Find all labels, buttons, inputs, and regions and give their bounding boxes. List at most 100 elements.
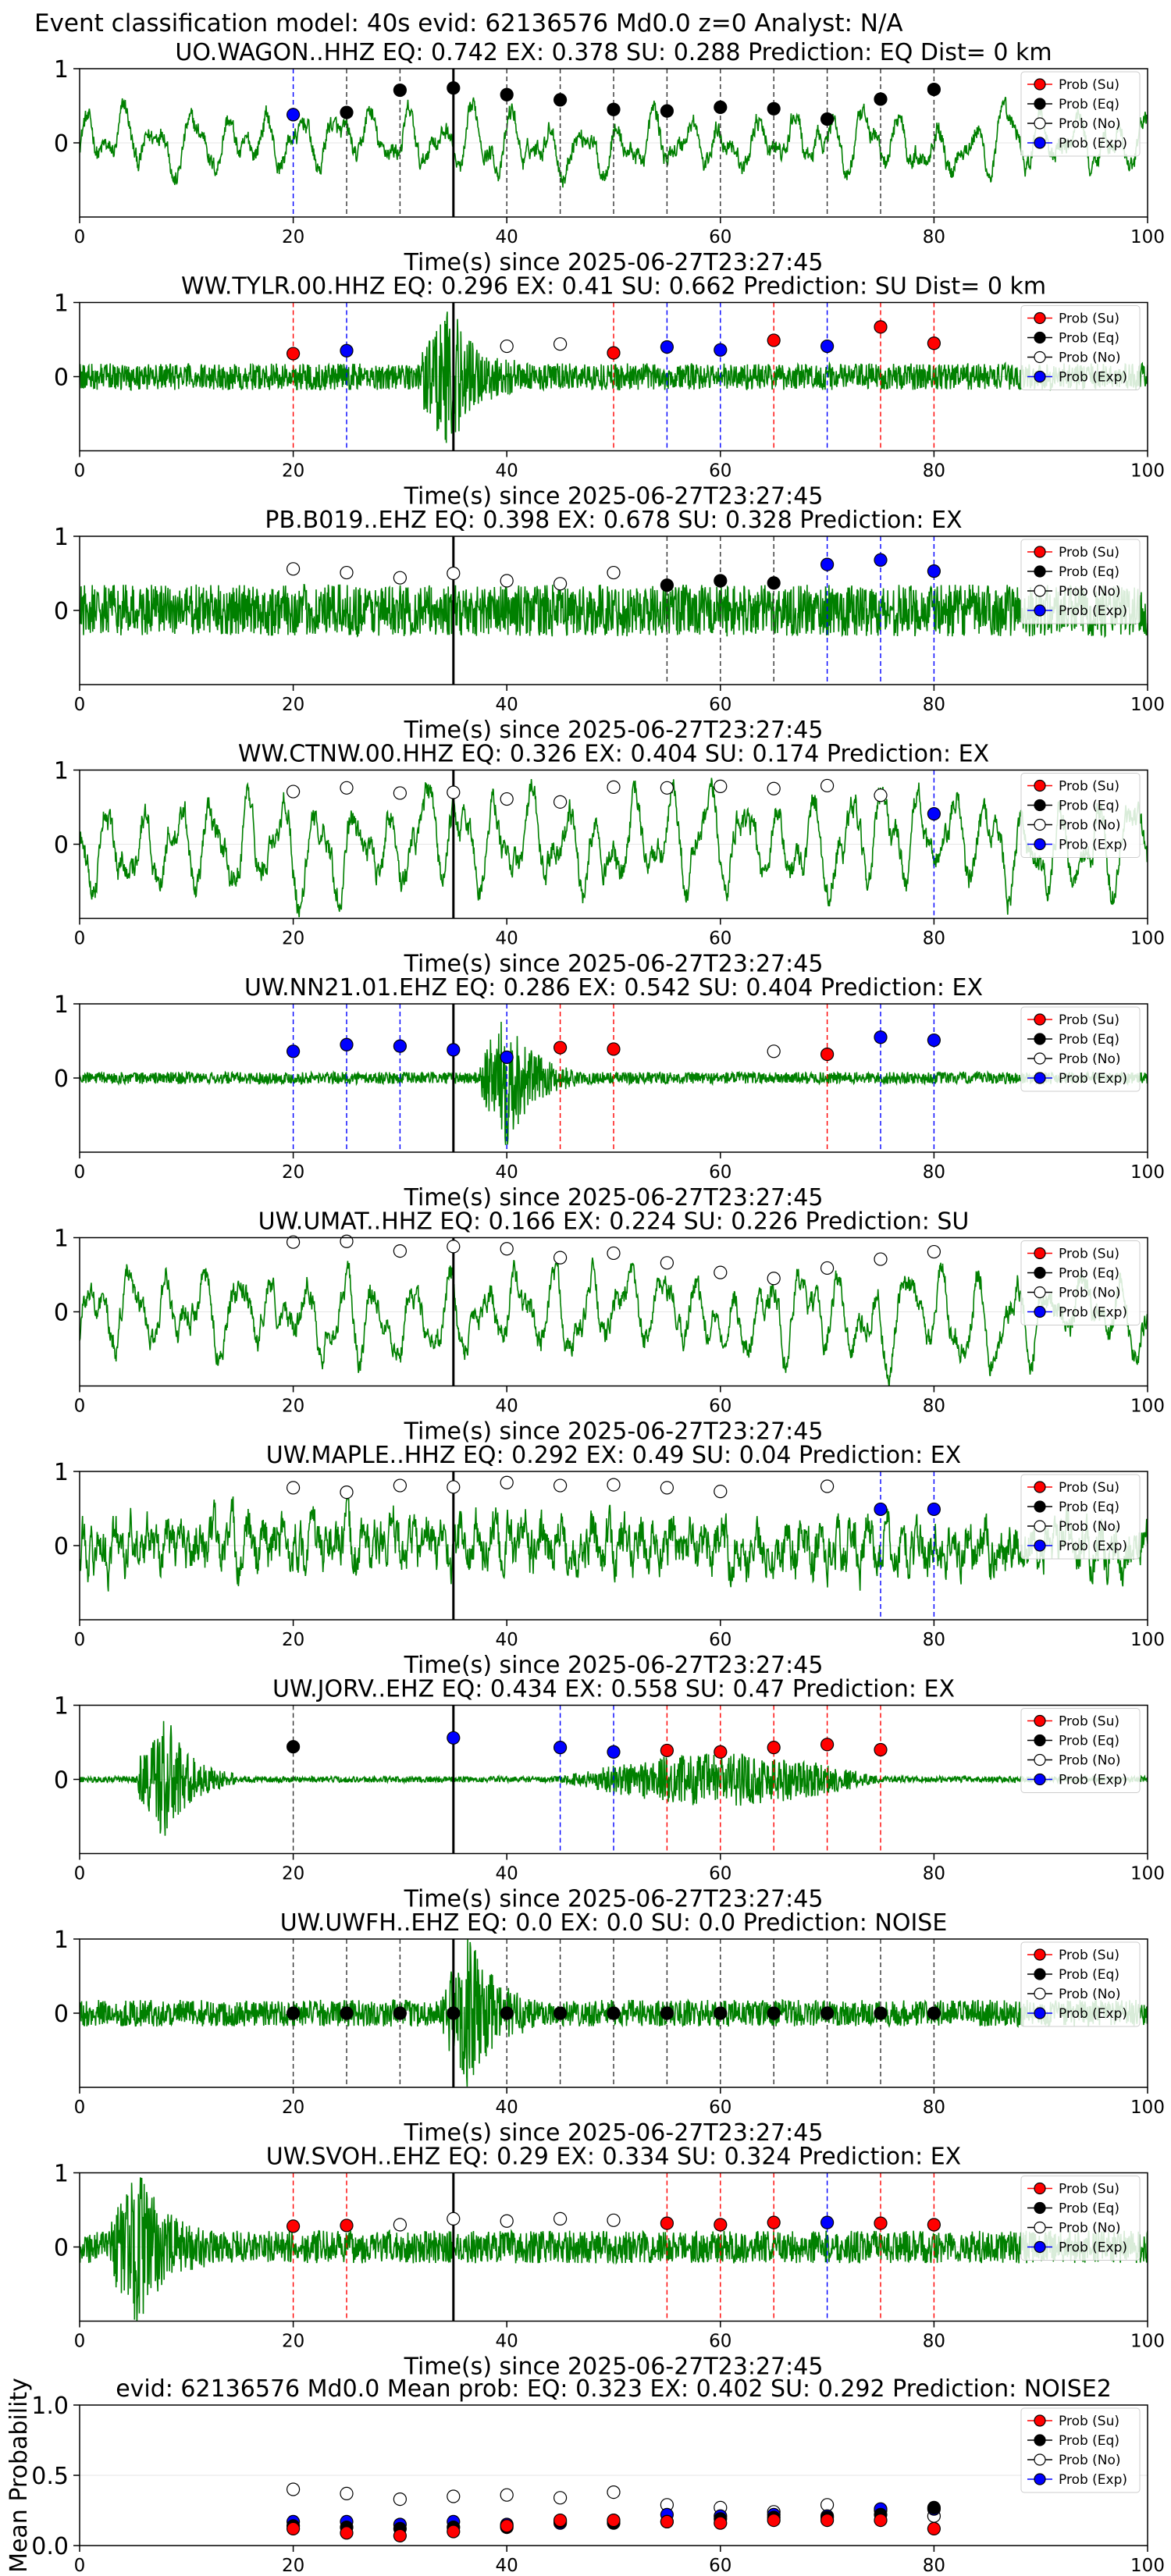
legend-marker — [1034, 311, 1046, 325]
probability-marker — [393, 2218, 408, 2232]
mean-probability-marker — [447, 2489, 461, 2503]
probability-marker — [447, 1480, 461, 1494]
x-tick-label: 80 — [923, 1864, 945, 1884]
legend-marker — [1034, 78, 1046, 91]
mean-probability-marker — [927, 2521, 941, 2535]
waveform-trace — [80, 1257, 1148, 1386]
mean-probability-marker — [447, 2524, 461, 2539]
waveform-panel: UW.UMAT..HHZ EQ: 0.166 EX: 0.224 SU: 0.2… — [54, 1208, 1165, 1446]
panel-title: UW.MAPLE..HHZ EQ: 0.292 EX: 0.49 SU: 0.0… — [266, 1442, 961, 1469]
mean-probability-marker — [660, 2514, 674, 2528]
x-tick-label: 20 — [282, 1630, 304, 1650]
probability-marker — [927, 2006, 941, 2020]
probability-marker — [874, 553, 888, 568]
legend-label: Prob (No) — [1059, 1051, 1121, 1067]
legend-item: Prob (Eq) — [1027, 97, 1119, 112]
probability-marker — [447, 1043, 461, 1057]
x-tick-label: 60 — [709, 2556, 731, 2576]
probability-marker — [820, 339, 835, 354]
legend-marker — [1034, 1286, 1046, 1299]
x-tick-label: 20 — [282, 461, 304, 482]
mean-probability-marker — [500, 2488, 514, 2502]
legend: Prob (Su) Prob (Eq) Prob (No) Prob (Exp) — [1020, 773, 1141, 858]
probability-marker — [874, 1742, 888, 1757]
x-tick-label: 60 — [709, 461, 731, 482]
legend-item: Prob (No) — [1027, 1987, 1121, 2002]
mean-probability-marker — [607, 2514, 621, 2528]
legend-item: Prob (Eq) — [1027, 799, 1119, 814]
x-tick-label: 60 — [709, 1162, 731, 1183]
legend-item: Prob (No) — [1027, 818, 1121, 834]
legend-marker — [1034, 2473, 1046, 2485]
panel-frame — [79, 1003, 1148, 1153]
x-tick-label: 100 — [1130, 461, 1165, 482]
probability-marker — [767, 576, 781, 590]
legend-marker — [1034, 1481, 1046, 1493]
legend-frame — [1020, 1240, 1141, 1325]
legend-frame — [1020, 539, 1141, 624]
x-tick-label: 40 — [496, 227, 518, 247]
legend-marker — [1034, 2007, 1046, 2019]
x-tick-label: 80 — [923, 929, 945, 949]
legend-marker — [1034, 1052, 1046, 1065]
x-tick-label: 0 — [74, 1397, 86, 1417]
x-tick-label: 60 — [709, 1630, 731, 1650]
legend-label: Prob (No) — [1059, 584, 1121, 600]
legend-label: Prob (Exp) — [1059, 136, 1127, 151]
x-tick-label: 60 — [709, 929, 731, 949]
probability-marker — [500, 339, 514, 354]
x-tick-label: 0 — [74, 461, 86, 482]
probability-marker — [874, 92, 888, 106]
legend-marker — [1034, 1773, 1046, 1786]
legend-label: Prob (Eq) — [1059, 1266, 1119, 1282]
legend-label: Prob (Su) — [1059, 2182, 1119, 2197]
probability-marker — [607, 1246, 621, 1261]
legend-label: Prob (No) — [1059, 2453, 1121, 2468]
y-tick-label: 0 — [54, 598, 69, 625]
probability-marker — [874, 1030, 888, 1044]
probability-marker — [287, 2006, 301, 2020]
x-tick-label: 80 — [923, 2556, 945, 2576]
x-axis-label: Time(s) since 2025-06-27T23:27:45 — [404, 717, 824, 744]
x-tick-label: 40 — [496, 2097, 518, 2118]
x-tick-label: 20 — [282, 2556, 304, 2576]
x-tick-label: 20 — [282, 695, 304, 715]
panel-title: PB.B019..EHZ EQ: 0.398 EX: 0.678 SU: 0.3… — [265, 507, 962, 534]
mean-probability-marker — [553, 2514, 568, 2528]
probability-marker — [714, 2006, 728, 2020]
waveform-panel: UW.NN21.01.EHZ EQ: 0.286 EX: 0.542 SU: 0… — [54, 974, 1165, 1212]
x-tick-label: 0 — [74, 2097, 86, 2118]
probability-marker — [447, 2211, 461, 2226]
legend-label: Prob (Eq) — [1059, 1734, 1119, 1749]
probability-marker — [447, 1731, 461, 1745]
y-tick-label: 1 — [54, 56, 69, 84]
y-tick-label: 0.0 — [31, 2533, 69, 2560]
legend-label: Prob (Su) — [1059, 2414, 1119, 2429]
probability-marker — [607, 780, 621, 794]
legend-label: Prob (Su) — [1059, 1714, 1119, 1730]
probability-marker — [660, 1256, 674, 1270]
waveform-panel: UO.WAGON..HHZ EQ: 0.742 EX: 0.378 SU: 0.… — [54, 39, 1165, 276]
panel-frame — [79, 2404, 1148, 2546]
probability-marker — [660, 340, 674, 354]
probability-marker — [820, 557, 835, 571]
probability-marker — [660, 1481, 674, 1495]
mean-probability-marker — [714, 2516, 728, 2530]
probability-marker — [714, 343, 728, 357]
legend-marker — [1034, 1266, 1046, 1279]
legend-marker — [1034, 370, 1046, 383]
mean-probability-marker — [820, 2514, 835, 2528]
x-tick-label: 100 — [1130, 2332, 1165, 2352]
probability-marker — [874, 788, 888, 802]
legend-marker — [1034, 585, 1046, 597]
legend-marker — [1034, 137, 1046, 149]
y-tick-label: 1 — [54, 524, 69, 551]
waveform-trace — [80, 584, 1148, 639]
legend-marker — [1034, 2182, 1046, 2195]
x-axis-label: Time(s) since 2025-06-27T23:27:45 — [404, 1886, 824, 1913]
legend-marker — [1034, 799, 1046, 812]
probability-marker — [500, 2006, 514, 2020]
legend-frame — [1020, 1708, 1141, 1793]
legend-item: Prob (Su) — [1027, 545, 1119, 560]
legend-label: Prob (Eq) — [1059, 2201, 1119, 2217]
